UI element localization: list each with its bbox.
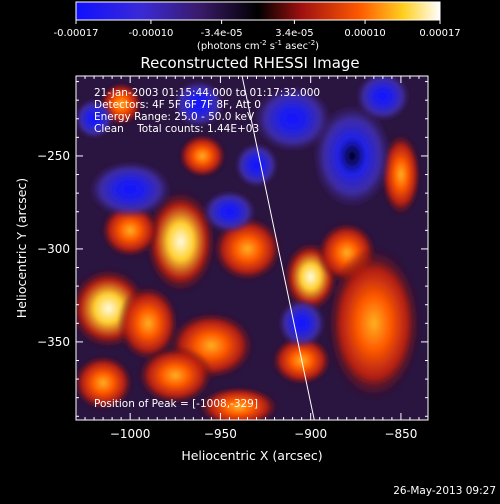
- colorbar-ticks: -0.00017 -0.00010 -3.4e-05 3.4e-05 0.00010 0.…: [54, 20, 461, 39]
- x-tick-label: −850: [384, 427, 417, 441]
- colorbar-tick-label: 0.00017: [419, 28, 460, 39]
- negative-sidelobe: [234, 142, 279, 188]
- y-tick-label: −300: [37, 242, 70, 256]
- colorbar-tick-label: 3.4e-05: [275, 28, 313, 39]
- emission-source: [137, 345, 214, 405]
- x-tick-label: −1000: [110, 427, 151, 441]
- emission-source: [326, 246, 422, 401]
- info-total-counts: Clean Total counts: 1.44E+03: [94, 123, 259, 135]
- plot-frame: [75, 75, 429, 421]
- emission-source: [117, 284, 180, 362]
- negative-sidelobe: [312, 103, 392, 209]
- x-tick-labels: −1000 −950 −900 −850: [110, 427, 418, 441]
- negative-sidelobe: [253, 85, 332, 153]
- negative-sidelobe: [76, 98, 114, 140]
- colorbar-tick-label: -0.00017: [54, 28, 99, 39]
- colorbar-tick-label: -3.4e-05: [201, 28, 243, 39]
- solar-limb-line: [241, 76, 315, 420]
- info-energy-range: Energy Range: 25.0 - 50.0 keV: [94, 111, 255, 123]
- emission-source: [198, 386, 279, 420]
- negative-sidelobe: [277, 298, 326, 348]
- y-axis-label: Heliocentric Y (arcsec): [14, 178, 29, 318]
- heatmap-plot: [76, 76, 428, 420]
- colorbar-tick-label: 0.00010: [344, 28, 385, 39]
- chart-title: Reconstructed RHESSI Image: [140, 54, 359, 72]
- observation-info: 21-Jan-2003 01:15:44.000 to 01:17:32.000…: [94, 87, 320, 135]
- heatmap-features: [76, 76, 422, 420]
- y-tick-label: −250: [37, 149, 70, 163]
- colorbar-gradient: [75, 1, 441, 21]
- y-tick-labels: −250 −300 −350: [37, 149, 70, 349]
- y-tick-label: −350: [37, 335, 70, 349]
- info-detectors: Detectors: 4F 5F 6F 7F 8F, Att 0: [94, 99, 261, 111]
- x-tick-label: −900: [294, 427, 327, 441]
- x-axis-label: Heliocentric X (arcsec): [181, 448, 322, 463]
- emission-source: [100, 202, 160, 258]
- colorbar-unit-label: (photons cm-2 s-1 asec-2): [197, 39, 319, 52]
- emission-source: [76, 354, 134, 411]
- negative-sidelobe: [172, 80, 225, 128]
- negative-sidelobe: [202, 190, 257, 234]
- x-tick-label: −950: [204, 427, 237, 441]
- footer-date: 26-May-2013 09:27: [393, 485, 496, 497]
- info-time-range: 21-Jan-2003 01:15:44.000 to 01:17:32.000: [94, 87, 320, 99]
- colorbar-tick-label: -0.00010: [128, 28, 173, 39]
- emission-source: [144, 189, 217, 294]
- negative-sidelobe: [355, 76, 411, 122]
- colorbar: -0.00017 -0.00010 -3.4e-05 3.4e-05 0.00010 0.…: [54, 1, 461, 52]
- negative-sidelobe: [88, 160, 172, 218]
- peak-position-label: Position of Peak = [-1008,-329]: [94, 398, 258, 410]
- emission-source: [178, 133, 227, 178]
